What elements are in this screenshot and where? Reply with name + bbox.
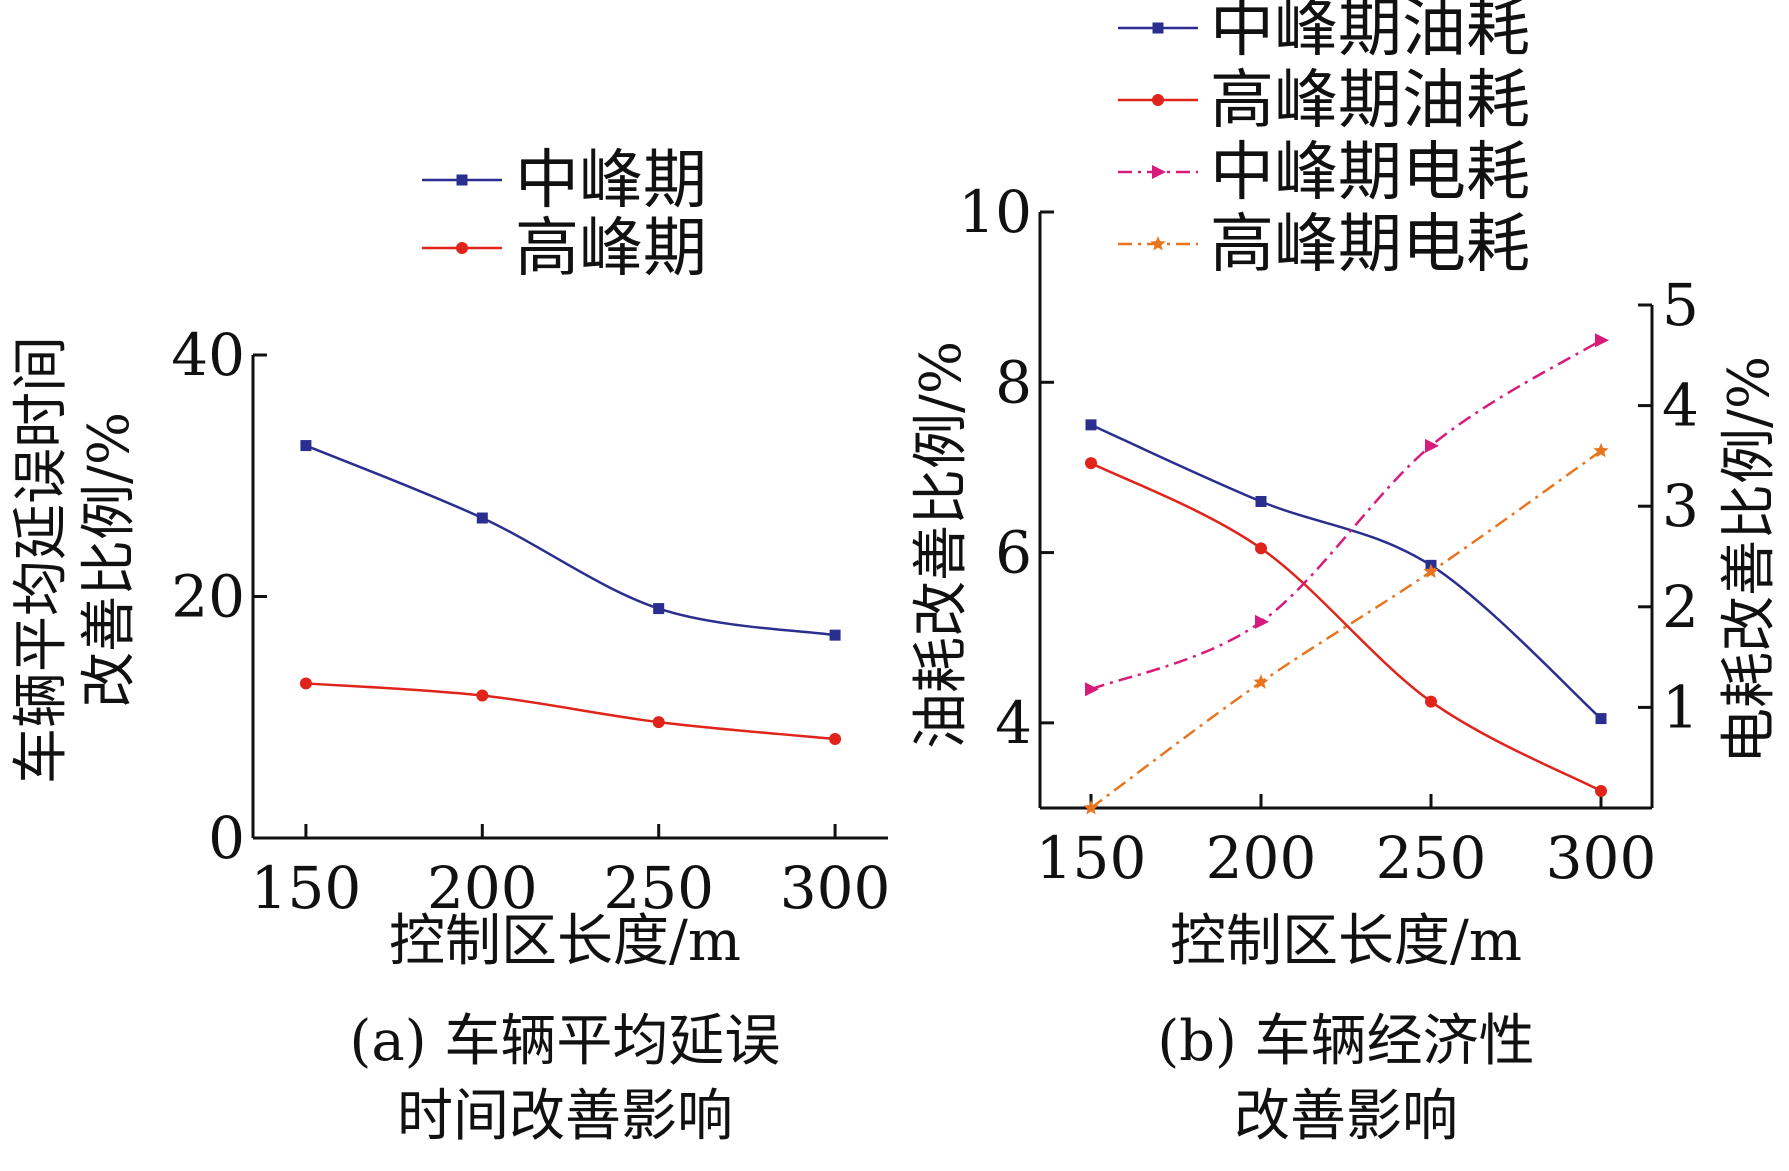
chart-b-legend-label: 高峰期电耗: [1210, 208, 1530, 282]
chart-a-data-point: [829, 629, 841, 641]
chart-b-data-point: [1595, 784, 1607, 797]
chart-a-data-point: [300, 440, 312, 452]
chart-a-xtick-label: 250: [603, 854, 714, 922]
chart-b-data-point: [1253, 674, 1269, 689]
chart-a-series: [299, 440, 842, 745]
chart-b-series-line: [1090, 449, 1602, 810]
chart-b-right-ytick-label: 4: [1662, 372, 1699, 440]
chart-b-legend-label: 中峰期油耗: [1210, 0, 1530, 66]
chart-a-legend-marker: [456, 242, 468, 254]
chart-b-data-point: [1083, 800, 1099, 815]
chart-a-data-point: [476, 512, 488, 524]
chart-a-ytick-label: 0: [208, 804, 245, 872]
chart-a-ticks: 0 20 40 150 200 250 300: [171, 321, 890, 922]
chart-a-ylabel-line2: 改善比例/%: [77, 412, 142, 708]
chart-b-series-line: [1090, 339, 1602, 691]
chart-a-data-point: [829, 732, 842, 745]
chart-a-data-point: [476, 689, 489, 702]
chart-b-data-point: [1593, 442, 1609, 458]
chart-b-left-ytick-label: 4: [995, 689, 1032, 757]
chart-b-right-ytick-label: 3: [1662, 472, 1699, 540]
chart-b-data-point: [1085, 419, 1097, 431]
chart-b-xtick-label: 250: [1376, 824, 1487, 892]
chart-b-xtick-label: 200: [1206, 824, 1317, 892]
chart-a-legend-marker: [456, 174, 468, 186]
chart-b-right-ytick-label: 1: [1662, 673, 1699, 741]
chart-a-data-point: [652, 716, 665, 729]
chart-b-caption-line1: (b) 车辆经济性: [1157, 1009, 1534, 1074]
chart-b-legend-marker: [1152, 22, 1164, 34]
chart-a-ytick-label: 40: [171, 321, 245, 389]
chart-b-xtick-label: 300: [1546, 824, 1657, 892]
chart-b-data-point: [1595, 333, 1609, 348]
chart-a-xtick-label: 150: [251, 854, 362, 922]
chart-b-legend-marker: [1150, 236, 1166, 251]
chart-b-right-ytick-label: 2: [1662, 573, 1699, 641]
chart-b-data-point: [1425, 695, 1437, 708]
chart-a-data-point: [299, 677, 312, 690]
chart-b-data-point: [1423, 563, 1439, 579]
chart-b-xtick-label: 150: [1036, 824, 1147, 892]
chart-a-ytick-label: 20: [171, 563, 245, 631]
chart-a-series-line: [305, 682, 836, 741]
chart-b-xlabel: 控制区长度/m: [1170, 909, 1522, 974]
chart-b-data-point: [1255, 495, 1267, 507]
chart-b-data-point: [1425, 438, 1439, 453]
chart-b-data-point: [1255, 542, 1267, 555]
chart-a-caption-line1: (a) 车辆平均延误: [350, 1009, 781, 1074]
chart-b-left-ytick-label: 8: [995, 348, 1032, 416]
chart-b-series-line: [1090, 462, 1602, 793]
chart-a-xtick-label: 200: [427, 854, 538, 922]
chart-b-legend-marker: [1152, 165, 1166, 179]
chart-b-series: [1083, 333, 1609, 815]
chart-b-data-point: [1595, 713, 1607, 725]
chart-b-caption-line2: 改善影响: [1234, 1084, 1458, 1149]
chart-b-ylabel-left: 油耗改善比例/%: [909, 341, 974, 749]
chart-b-data-point: [1085, 457, 1097, 470]
chart-b-ylabel-right: 电耗改善比例/%: [1717, 356, 1782, 764]
chart-b-legend-label: 高峰期油耗: [1210, 64, 1530, 138]
chart-a-data-point: [653, 603, 665, 615]
chart-b-legend-marker: [1152, 94, 1164, 106]
chart-a-xlabel: 控制区长度/m: [389, 909, 741, 974]
chart-a-legend-label: 中峰期: [515, 144, 707, 218]
chart-b-legend-label: 中峰期电耗: [1210, 136, 1530, 210]
chart-b-left-ytick-label: 10: [958, 178, 1032, 246]
chart-b-right-ytick-label: 5: [1662, 271, 1699, 339]
chart-a-xtick-label: 300: [780, 854, 891, 922]
chart-b-left-ytick-label: 6: [995, 519, 1032, 587]
chart-b-data-point: [1085, 682, 1099, 697]
chart-a-ylabel-line1: 车辆平均延误时间: [9, 336, 74, 784]
chart-a-caption-line2: 时间改善影响: [397, 1084, 733, 1149]
chart-b-data-point: [1255, 614, 1269, 629]
chart-b-series-line: [1090, 423, 1602, 720]
chart-a-legend-label: 高峰期: [515, 212, 707, 286]
chart-a-series-line: [305, 444, 836, 637]
